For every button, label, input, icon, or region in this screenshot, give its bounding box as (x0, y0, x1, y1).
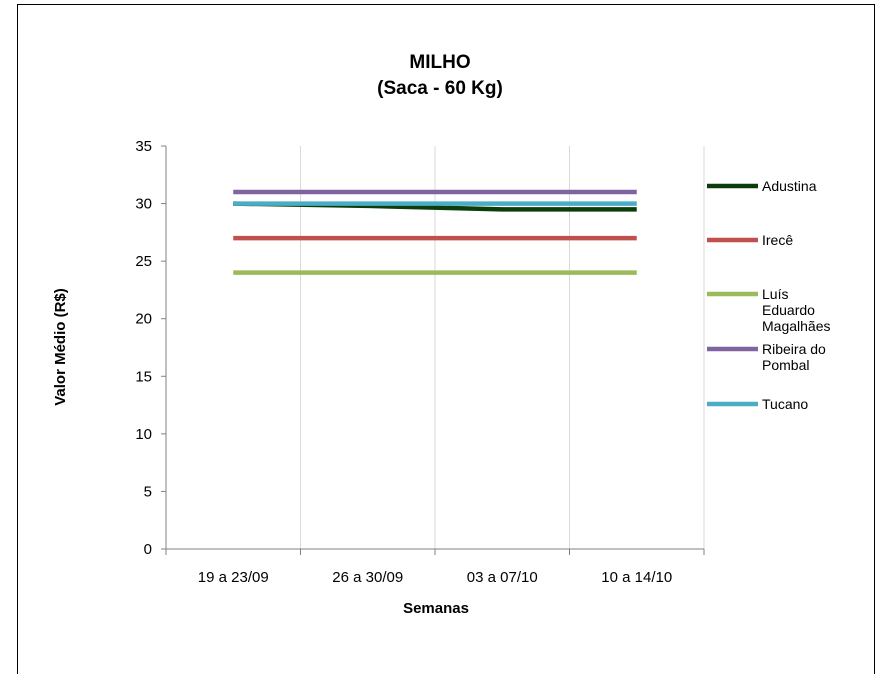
axes (161, 145, 705, 555)
legend-label: Ribeira do Pombal (762, 341, 826, 373)
y-tick-label: 35 (135, 138, 152, 155)
x-tick-label: 26 a 30/09 (332, 569, 403, 586)
y-tick-label: 30 (135, 196, 152, 213)
y-tick-label: 15 (135, 368, 152, 385)
y-tick-label: 5 (144, 483, 152, 500)
chart-subtitle: (Saca - 60 Kg) (377, 78, 503, 99)
x-tick-label: 03 a 07/10 (467, 569, 538, 586)
legend-label: Tucano (762, 396, 808, 412)
legend: Adustina Irecê Luís Eduardo Magalhães Ribeira… (707, 178, 831, 412)
y-tick-label: 25 (135, 253, 152, 270)
y-tick-label: 20 (135, 311, 152, 328)
y-axis-title: Valor Médio (R$) (52, 288, 69, 406)
legend-label: Luís Eduardo Magalhães (762, 286, 831, 334)
y-tick-labels: 0 5 10 15 20 25 30 35 (135, 138, 152, 558)
x-tick-label: 19 a 23/09 (198, 569, 269, 586)
legend-label: Adustina (762, 178, 817, 194)
x-axis-title: Semanas (403, 600, 469, 617)
chart-title: MILHO (409, 52, 470, 73)
chart-frame (17, 4, 875, 674)
y-tick-label: 0 (144, 541, 152, 558)
y-tick-label: 10 (135, 426, 152, 443)
x-tick-label: 10 a 14/10 (601, 569, 672, 586)
legend-label: Irecê (762, 232, 793, 248)
series-lines (233, 189, 637, 275)
x-tick-labels: 19 a 23/09 26 a 30/09 03 a 07/10 10 a 14/10 (198, 569, 672, 586)
gridlines (300, 146, 705, 549)
